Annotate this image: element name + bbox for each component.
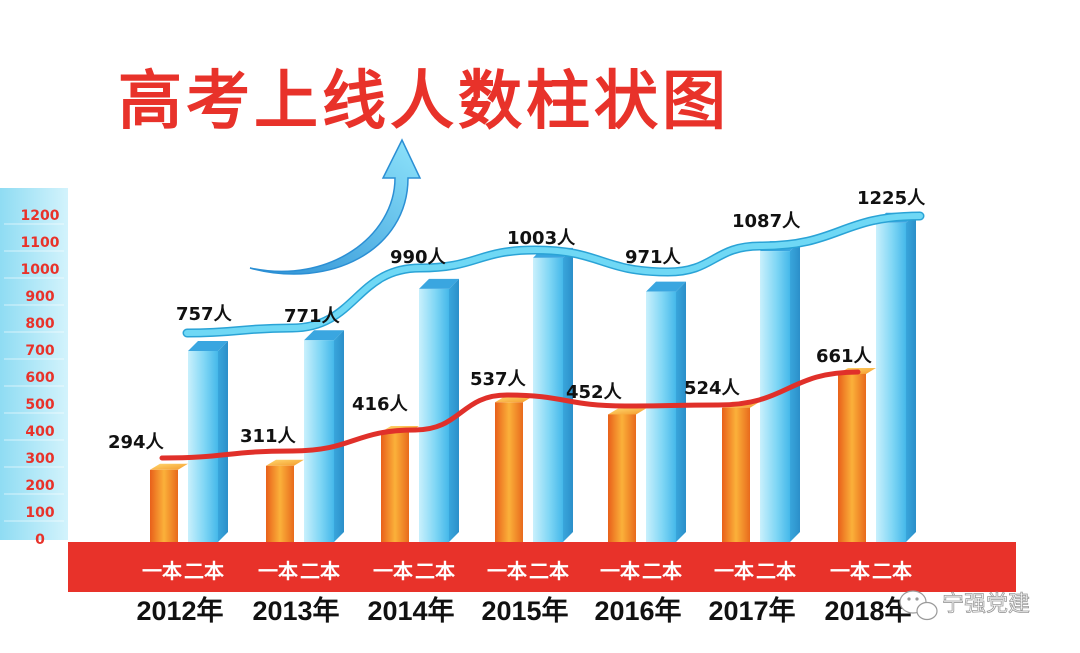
year-label: 2015年	[481, 595, 568, 626]
category-label-erben: 二本	[529, 559, 569, 583]
value-label-erben: 771人	[284, 306, 341, 327]
line-yiben	[159, 369, 861, 461]
bar-yiben-top	[150, 463, 188, 470]
value-label-yiben: 524人	[684, 378, 741, 399]
bar-yiben-top	[266, 459, 304, 466]
value-label-yiben: 416人	[352, 394, 409, 415]
category-label-yiben: 一本	[142, 559, 182, 583]
category-label-erben: 二本	[872, 559, 912, 583]
y-tick-label: 600	[25, 370, 54, 386]
value-labels: 294人 311人 416人 537人 452人 524人 661人 757人 771人 990人…	[108, 188, 926, 453]
year-labels: 2012年 2013年 2014年 2015年 2016年 2017年 2018年	[136, 595, 911, 626]
value-label-yiben: 452人	[566, 382, 623, 403]
bar-yiben	[608, 414, 636, 542]
bar-erben-top	[646, 281, 686, 292]
value-label-erben: 971人	[625, 247, 682, 268]
trend-lines	[159, 211, 925, 461]
bar-erben-top	[419, 278, 459, 289]
category-label-erben: 二本	[300, 559, 340, 583]
category-labels: 一本 二本 一本 二本 一本 二本 一本 二本 一本 二本 一本 二本 一本 二本	[142, 559, 912, 583]
value-label-yiben: 311人	[240, 426, 297, 447]
value-label-yiben: 661人	[816, 346, 873, 367]
bar-erben-side	[334, 330, 344, 542]
bar-yiben-top	[608, 408, 646, 415]
category-label-erben: 二本	[756, 559, 796, 583]
bar-erben-side	[449, 278, 459, 542]
y-tick-label: 200	[25, 478, 54, 494]
bar-yiben	[150, 469, 178, 542]
y-tick-label: 800	[25, 316, 54, 332]
category-label-yiben: 一本	[714, 559, 754, 583]
y-tick-label: 700	[25, 343, 54, 359]
bar-yiben	[495, 402, 523, 542]
bar-erben-side	[790, 241, 800, 542]
category-band	[68, 542, 1016, 592]
category-label-yiben: 一本	[487, 559, 527, 583]
wechat-icon	[899, 590, 938, 621]
y-tick-label: 1000	[21, 262, 60, 278]
category-label-yiben: 一本	[830, 559, 870, 583]
chart-title: 高考上线人数柱状图	[118, 65, 730, 139]
value-label-erben: 1087人	[732, 211, 801, 232]
y-axis-band	[0, 188, 68, 540]
bar-yiben	[722, 407, 750, 542]
watermark: 宁强党建	[899, 590, 1030, 621]
category-label-erben: 二本	[184, 559, 224, 583]
y-tick-label: 300	[25, 451, 54, 467]
value-label-erben: 990人	[390, 247, 447, 268]
y-tick-label: 100	[25, 505, 54, 521]
year-label: 2013年	[252, 595, 339, 626]
category-label-erben: 二本	[415, 559, 455, 583]
bar-erben	[304, 340, 334, 542]
bar-erben	[419, 288, 449, 542]
line-erben	[184, 213, 923, 336]
y-tick-label: 500	[25, 397, 54, 413]
bar-erben-side	[906, 212, 916, 542]
bars	[150, 212, 916, 542]
y-tick-label: 0	[35, 532, 45, 548]
y-tick-label: 400	[25, 424, 54, 440]
value-label-yiben: 537人	[470, 369, 527, 390]
watermark-text: 宁强党建	[942, 592, 1030, 617]
bar-erben-side	[218, 341, 228, 542]
bar-erben	[646, 291, 676, 542]
bar-yiben	[266, 465, 294, 542]
value-label-erben: 1225人	[857, 188, 926, 209]
year-label: 2012年	[136, 595, 223, 626]
value-label-erben: 1003人	[507, 228, 576, 249]
bar-erben-top	[188, 341, 228, 351]
value-label-yiben: 294人	[108, 432, 165, 453]
year-label: 2017年	[708, 595, 795, 626]
y-tick-label: 900	[25, 289, 54, 305]
trend-arrow	[249, 138, 422, 275]
bar-yiben	[838, 373, 866, 542]
bar-erben-side	[676, 281, 686, 542]
bar-erben-top	[304, 330, 344, 341]
value-label-erben: 757人	[176, 304, 233, 325]
category-label-yiben: 一本	[373, 559, 413, 583]
bar-erben-side	[563, 247, 573, 542]
year-label: 2016年	[594, 595, 681, 626]
bar-yiben	[381, 432, 409, 542]
year-label: 2018年	[824, 595, 911, 626]
category-label-erben: 二本	[642, 559, 682, 583]
year-label: 2014年	[367, 595, 454, 626]
y-axis-ticks: 0 100 200 300 400 500 600 700 800 900 1000 1100 1200	[4, 208, 64, 548]
category-label-yiben: 一本	[258, 559, 298, 583]
category-label-yiben: 一本	[600, 559, 640, 583]
bar-erben	[188, 351, 218, 542]
y-tick-label: 1100	[21, 235, 60, 251]
bar-erben	[876, 222, 906, 542]
y-tick-label: 1200	[21, 208, 60, 224]
